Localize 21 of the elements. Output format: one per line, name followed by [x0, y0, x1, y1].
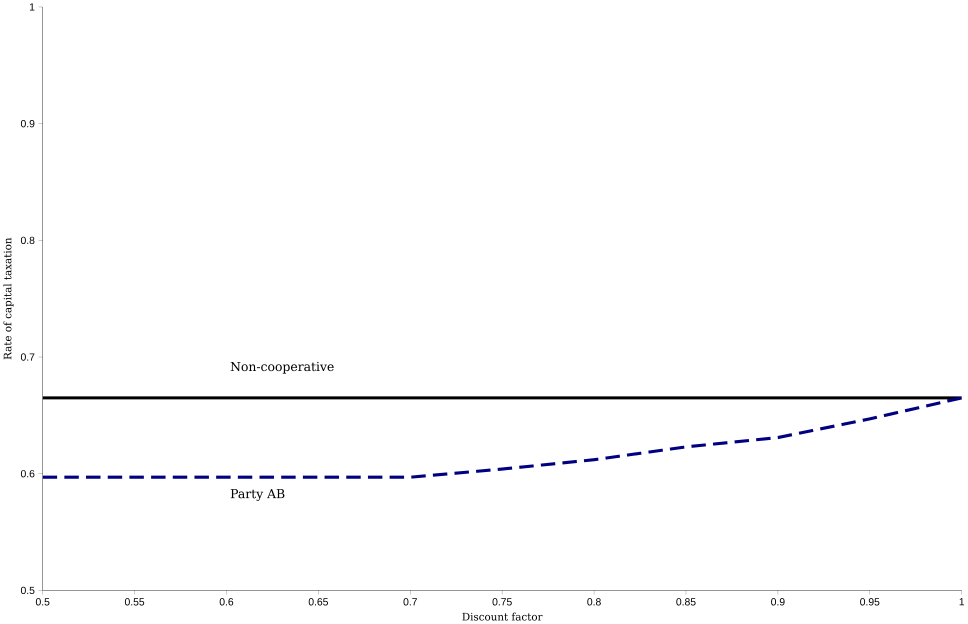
x-tick-label: 0.6 — [220, 598, 234, 606]
x-tick-label: 0.9 — [771, 598, 785, 606]
y-tick-label: 1 — [30, 3, 34, 11]
y-tick-label: 0.9 — [20, 120, 34, 128]
x-tick-label: 0.8 — [587, 598, 601, 606]
x-tick-label: 0.7 — [404, 598, 417, 606]
x-tick-label: 0.85 — [676, 598, 696, 606]
y-tick-label: 0.7 — [20, 353, 34, 361]
y-tick-label: 0.8 — [20, 236, 34, 244]
x-tick-label: 0.95 — [860, 598, 880, 606]
x-tick-label: 0.55 — [124, 598, 144, 606]
y-tick-label: 0.5 — [20, 586, 34, 594]
x-tick-label: 0.5 — [36, 598, 50, 606]
x-axis-title: Discount factor — [462, 612, 543, 621]
series-label: Party AB — [230, 489, 284, 501]
y-axis-title: Rate of capital taxation — [3, 238, 14, 360]
x-tick-label: 0.65 — [308, 598, 328, 606]
x-tick-label: 1 — [960, 598, 964, 606]
y-tick-label: 0.6 — [20, 470, 34, 478]
series-label: Non-cooperative — [230, 362, 334, 374]
x-tick-label: 0.75 — [492, 598, 512, 606]
